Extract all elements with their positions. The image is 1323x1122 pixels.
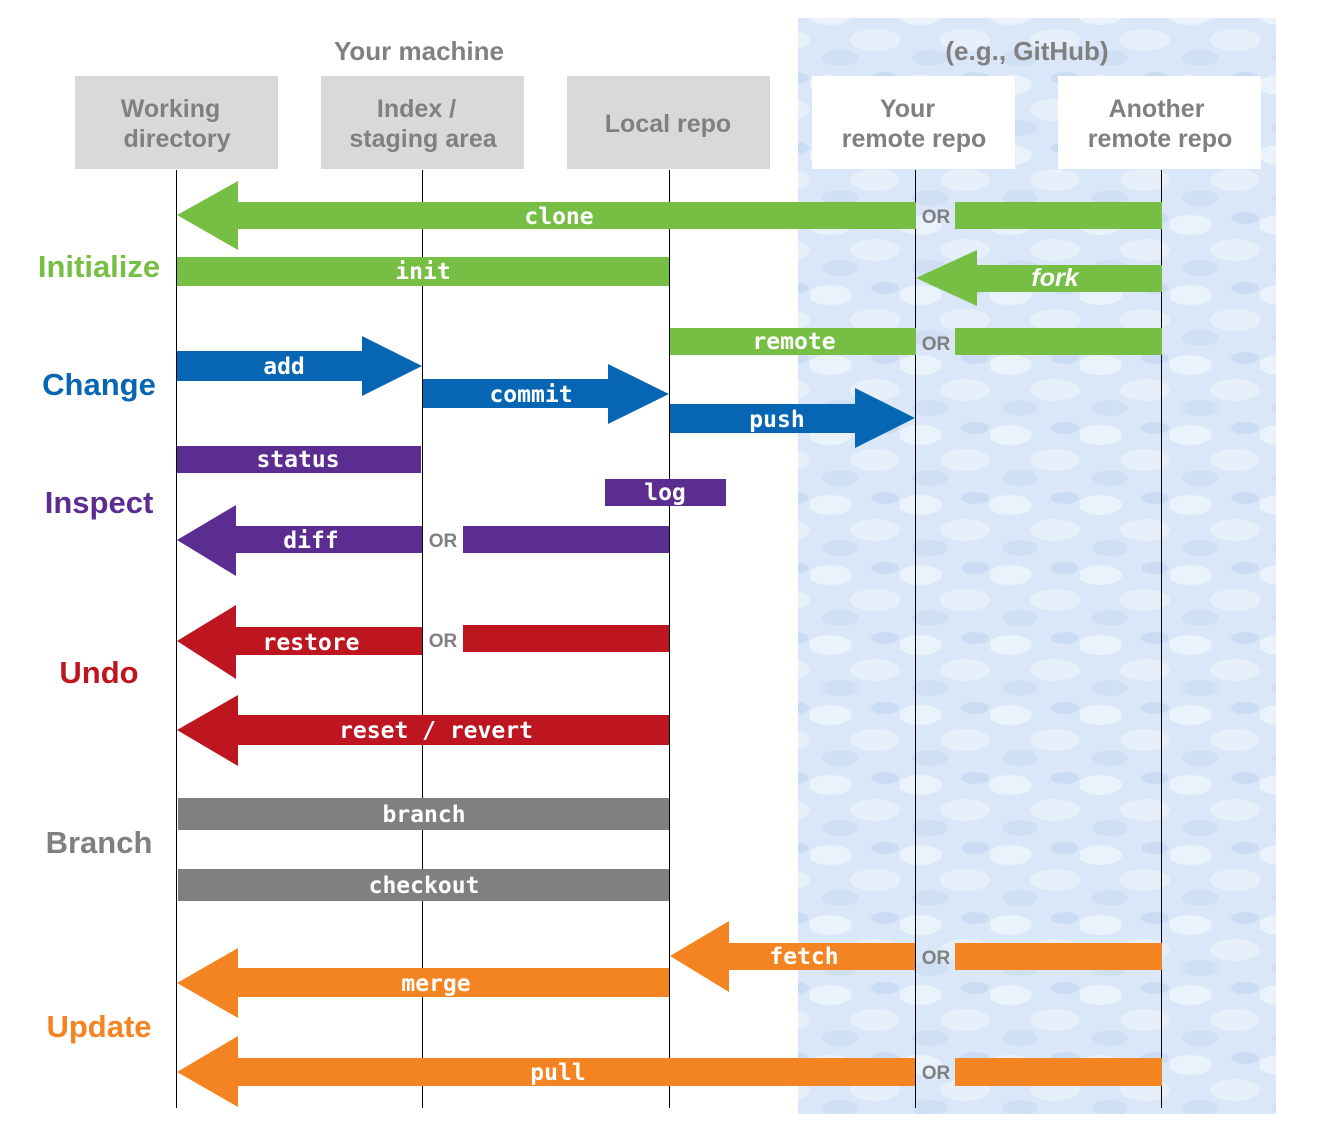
clone-arrow [177,181,916,250]
svg-text:Working directory: Working directory [121,95,231,153]
index-label-1: Index / [377,95,456,123]
fork-label: fork [1031,264,1079,292]
local-repo-label: Local repo [605,110,731,138]
remote-or-label: OR [922,334,951,355]
your-machine-header: Your machine [334,36,504,66]
pull-label: pull [530,1060,585,1086]
status-label: status [256,447,339,473]
another-remote-label-2: remote repo [1088,125,1232,153]
initialize-group [177,181,1162,355]
inspect-group [177,446,726,576]
fetch-or-label: OR [922,948,951,969]
remote-label: remote [752,329,835,355]
svg-text:Your remote repo: Your remote repo [842,95,986,153]
diff-arrow [177,505,422,576]
restore-label: restore [263,630,360,656]
push-arrow [670,388,915,448]
index-box [321,76,524,169]
category-change: Change [42,367,156,402]
log-label: log [644,480,686,506]
svg-text:Index / staging area: Index / staging area [349,95,497,153]
remote-bar-tail [955,328,1162,355]
fetch-label: fetch [769,944,838,970]
diff-label: diff [283,528,338,554]
reset-revert-arrow [177,695,669,766]
merge-arrow [177,948,669,1018]
remote-bar [670,328,916,355]
working-dir-label-1: Working [121,95,221,123]
remote-area [798,18,1276,1114]
diff-or-label: OR [429,531,458,552]
add-label: add [263,354,305,380]
your-remote-label-2: remote repo [842,125,986,153]
log-bar [605,479,726,506]
branch-label: branch [382,802,465,828]
reset-revert-label: reset / revert [339,718,533,744]
restore-arrow [177,605,422,679]
add-arrow [177,336,422,396]
fetch-arrow [670,921,915,992]
init-bar [177,257,669,286]
category-update: Update [46,1009,151,1044]
checkout-bar [178,869,669,901]
update-group [177,921,1162,1107]
svg-text:Another remote repo: Another remote repo [1088,95,1232,153]
checkout-label: checkout [369,873,480,899]
category-inspect: Inspect [45,485,154,520]
diff-arrow-tail [463,526,669,553]
branch-group [178,798,669,901]
clone-label: clone [524,204,593,230]
category-branch: Branch [46,825,153,860]
pull-or-label: OR [922,1063,951,1084]
pull-arrow [177,1036,915,1107]
clone-or-label: OR [922,207,951,228]
clone-arrow-tail [955,202,1162,229]
local-repo-box [567,76,770,169]
status-bar [177,446,421,473]
commit-arrow [423,364,669,424]
your-remote-label-1: Your [880,95,935,123]
push-label: push [749,407,804,433]
your-remote-box [812,76,1015,169]
fork-arrow [916,250,1162,306]
working-dir-label-2: directory [124,125,231,153]
working-dir-box [75,76,278,169]
another-remote-label-1: Another [1109,95,1205,123]
category-undo: Undo [59,655,138,690]
fetch-arrow-tail [955,943,1162,970]
another-remote-box [1058,76,1261,169]
restore-arrow-tail [463,625,669,652]
index-label-2: staging area [349,125,497,153]
undo-group [177,605,669,766]
branch-bar [178,798,669,830]
merge-label: merge [401,971,470,997]
remote-host-header: (e.g., GitHub) [945,36,1108,66]
commit-label: commit [489,382,572,408]
change-group [177,336,915,448]
restore-or-label: OR [429,631,458,652]
init-label: init [395,259,450,285]
pull-arrow-tail [955,1058,1162,1086]
category-initialize: Initialize [38,249,160,284]
